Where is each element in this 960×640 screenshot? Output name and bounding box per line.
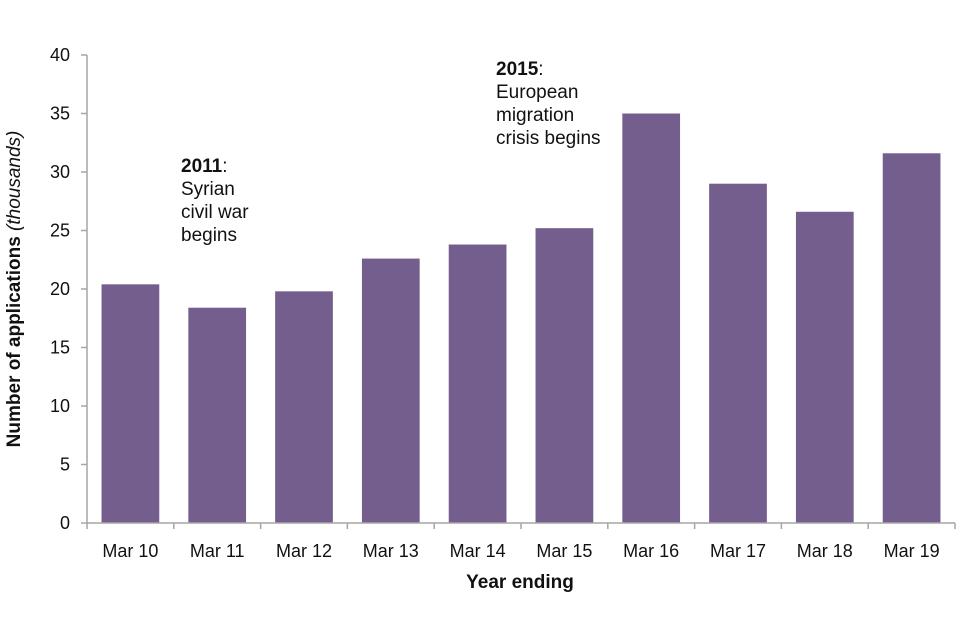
bars <box>101 113 941 524</box>
annotation-line: begins <box>181 225 237 246</box>
bar-mar-10 <box>101 284 160 523</box>
x-ticks: Mar 10 Mar 11 Mar 12 Mar 13 Mar 14 Mar 15 Mar … <box>86 523 956 561</box>
y-tick-label: 10 <box>50 396 70 416</box>
bar-mar-19 <box>882 153 941 523</box>
y-tick-label: 40 <box>50 45 70 65</box>
bar-mar-18 <box>795 211 854 523</box>
x-tick-label: Mar 10 <box>102 541 158 561</box>
annotation-line: Syrian <box>181 179 235 200</box>
x-tick-label: Mar 14 <box>450 541 506 561</box>
annotation-heading: 2015: <box>496 59 544 80</box>
annotation-colon: : <box>538 59 543 80</box>
annotation-year: 2015 <box>496 59 539 80</box>
x-tick-label: Mar 12 <box>276 541 332 561</box>
x-tick-label: Mar 17 <box>710 541 766 561</box>
annotation-line: European <box>496 82 578 103</box>
y-axis-title: Number of applications (thousands) <box>4 131 25 448</box>
y-tick-label: 25 <box>50 221 70 241</box>
bar-mar-15 <box>535 228 594 523</box>
annotation-colon: : <box>222 156 227 177</box>
x-tick-label: Mar 19 <box>884 541 940 561</box>
y-axis-title-units: (thousands) <box>4 131 25 231</box>
x-tick-label: Mar 13 <box>363 541 419 561</box>
x-tick-label: Mar 16 <box>623 541 679 561</box>
y-ticks: 0 5 10 15 20 25 30 35 40 <box>50 45 87 533</box>
y-tick-label: 0 <box>60 513 70 533</box>
annotation-line: civil war <box>181 202 249 223</box>
annotation-line: migration <box>496 105 574 126</box>
annotation-year: 2011 <box>181 156 223 177</box>
bar-mar-13 <box>361 258 420 523</box>
x-axis-title: Year ending <box>466 572 574 593</box>
x-tick-label: Mar 15 <box>536 541 592 561</box>
x-tick-label: Mar 11 <box>190 541 245 561</box>
bar-mar-17 <box>709 183 767 523</box>
y-tick-label: 35 <box>50 104 70 124</box>
bar-mar-16 <box>622 113 681 523</box>
y-tick-label: 30 <box>50 162 70 182</box>
bar-mar-11 <box>188 307 247 523</box>
bar-mar-14 <box>448 244 507 524</box>
y-tick-label: 5 <box>60 455 70 475</box>
annotation-heading: 2011: <box>181 156 228 177</box>
y-axis-title-main: Number of applications <box>4 236 25 447</box>
y-tick-label: 15 <box>50 338 70 358</box>
bar-mar-12 <box>275 291 333 523</box>
x-tick-label: Mar 18 <box>797 541 853 561</box>
y-tick-label: 20 <box>50 279 70 299</box>
annotation-line: crisis begins <box>496 128 601 149</box>
